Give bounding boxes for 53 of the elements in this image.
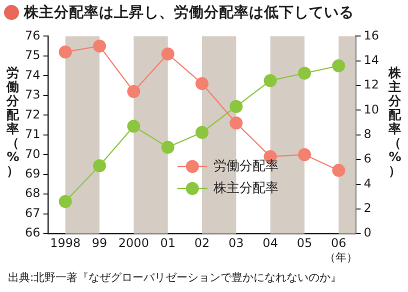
y-axis-title: 労働分配率（%） — [6, 65, 20, 178]
y-tick-label: 67 — [24, 206, 40, 220]
y-tick-label: 68 — [24, 186, 40, 200]
x-tick-label: 1998 — [50, 236, 81, 250]
y2-tick-label: 8 — [364, 127, 372, 142]
y-tick-label: 74 — [24, 68, 40, 82]
y-tick-label: 71 — [24, 127, 40, 142]
y2-tick-label: 0 — [364, 226, 372, 240]
x-tick-label: 01 — [160, 236, 176, 250]
y2-tick-label: 10 — [364, 102, 380, 116]
y2-axis-title: 株主分配率（%） — [388, 65, 402, 178]
point — [230, 116, 243, 130]
x-axis-title: （年） — [324, 250, 358, 265]
point — [264, 74, 277, 88]
x-tick-label: 04 — [262, 236, 278, 250]
y2-tick-label: 2 — [364, 201, 372, 216]
point — [196, 77, 208, 90]
point — [230, 100, 243, 114]
y-tick-label: 75 — [24, 48, 40, 62]
x-tick-label: 2000 — [118, 236, 149, 250]
point — [161, 47, 174, 60]
y2-tick-label: 12 — [364, 78, 380, 92]
point — [127, 84, 140, 98]
point — [298, 66, 311, 80]
y2-tick-label: 14 — [364, 53, 380, 67]
y-tick-label: 73 — [24, 88, 40, 102]
point — [127, 120, 140, 133]
x-tick-label: 02 — [194, 236, 210, 250]
y2-tick-label: 4 — [364, 176, 372, 190]
point — [161, 140, 174, 154]
point — [332, 59, 346, 72]
y-tick-label: 66 — [24, 226, 40, 240]
y-tick-label: 72 — [24, 107, 40, 122]
point — [93, 40, 106, 53]
x-tick-label: 05 — [296, 236, 312, 250]
point — [298, 148, 311, 162]
point — [93, 159, 106, 172]
y-tick-label: 70 — [24, 146, 40, 161]
x-tick-label: 06 — [331, 236, 346, 250]
point — [58, 195, 72, 208]
y2-tick-label: 6 — [364, 152, 372, 166]
point — [196, 126, 208, 139]
y-tick-label: 76 — [24, 28, 40, 42]
point — [332, 164, 346, 177]
legend-label: 株主分配率 — [212, 180, 278, 196]
chart-title: 株主分配率は上昇し、労働分配率は低下している — [24, 3, 354, 22]
source-note: 出典:北野一著『なぜグローバリゼーションで豊かになれないのか』 — [8, 270, 342, 285]
y-tick-label: 69 — [24, 166, 40, 181]
legend-label: 労働分配率 — [213, 158, 278, 174]
x-tick-label: 99 — [92, 236, 108, 250]
y2-tick-label: 16 — [364, 28, 380, 42]
x-tick-label: 03 — [228, 236, 244, 250]
point — [58, 45, 72, 58]
